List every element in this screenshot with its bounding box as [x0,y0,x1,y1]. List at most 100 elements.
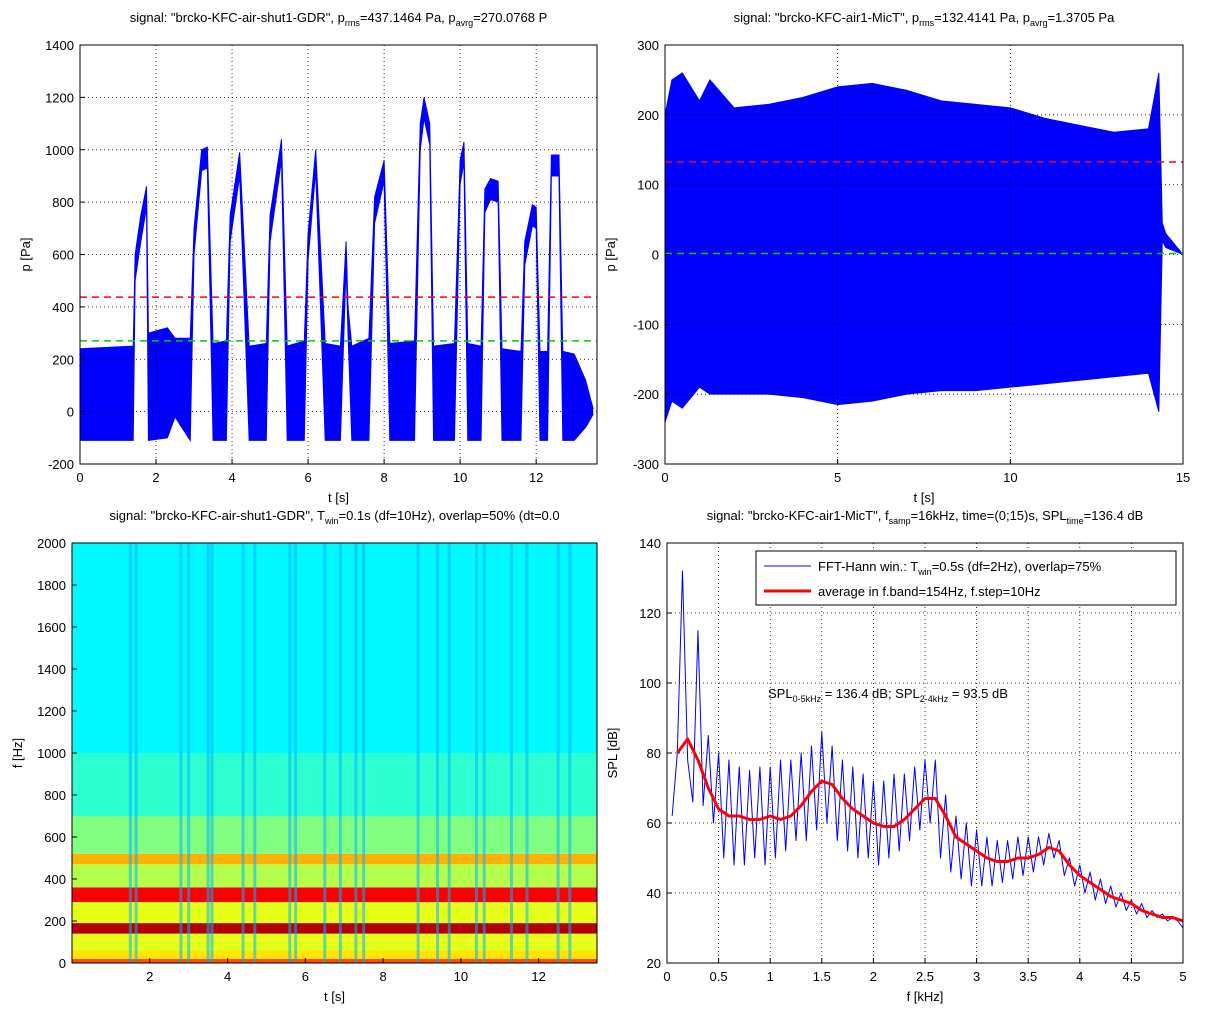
x-tick-label: 4 [224,969,231,984]
pulse-stripe [509,543,513,963]
spectrum-band [72,864,597,888]
text-part: signal: "brcko-KFC-air-shut1-GDR", p [130,10,345,25]
x-tick-label: 0 [663,969,670,984]
x-tick-label: 8 [379,969,386,984]
y-tick-label: 1600 [37,620,66,635]
pulse-stripe [436,543,440,963]
y-tick-label: 1800 [37,578,66,593]
text-part: 0-5kHz [793,694,822,704]
x-tick-label: 5 [1179,969,1186,984]
pulse-stripe [525,543,529,963]
y-tick-label: -100 [633,317,659,332]
pulse-stripe [556,543,560,963]
text-part: =437.1464 Pa, p [360,10,456,25]
text-part: signal: "brcko-KFC-air-shut1-GDR", T [109,508,325,523]
annotation: SPL0-5kHz = 136.4 dB; SPL2-4kHz = 93.5 d… [768,686,1008,704]
pulse-stripe [294,543,298,963]
signal-envelope [80,97,594,410]
x-tick-label: 8 [381,470,388,485]
y-tick-label: 60 [647,816,661,831]
pulse-stripe [288,543,292,963]
y-tick-label: 1200 [37,704,66,719]
x-tick-label: 10 [453,470,467,485]
chart-title: signal: "brcko-KFC-air1-MicT", prms=132.… [734,10,1115,28]
y-tick-label: 200 [52,352,74,367]
text-part: =0.1s (df=10Hz), overlap=50% (dt=0.0 [338,508,559,523]
y-tick-label: 1400 [37,662,66,677]
pulse-stripe [134,543,138,963]
text-part: = 93.5 dB [948,686,1008,701]
x-tick-label: 2 [870,969,877,984]
y-tick-label: 100 [639,676,661,691]
x-tick-label: 3 [973,969,980,984]
y-tick-label: 80 [647,746,661,761]
text-part: = 136.4 dB; SPL [821,686,920,701]
text-part: samp [889,516,911,526]
x-axis-label: t [s] [914,490,935,505]
legend-box [755,550,1177,606]
text-part: time [1067,516,1084,526]
y-tick-label: 1200 [45,90,74,105]
pulse-stripe [338,543,342,963]
pulse-stripe [210,543,214,963]
y-tick-label: -300 [633,457,659,472]
x-tick-label: 10 [1003,470,1017,485]
pulse-stripe [128,543,132,963]
x-tick-label: 0.5 [710,969,728,984]
pulse-stripe [568,543,572,963]
pulse-stripe [206,543,210,963]
x-tick-label: 12 [529,470,543,485]
chart-title: signal: "brcko-KFC-air-shut1-GDR", prms=… [130,10,548,28]
x-tick-label: 0 [76,470,83,485]
plot-area [665,45,1183,464]
spectrum-band [72,853,597,865]
y-tick-label: 200 [637,108,659,123]
spectrum-band [72,816,597,854]
x-tick-label: 6 [304,470,311,485]
text-part: win [917,567,932,577]
y-tick-label: 20 [647,956,661,971]
y-axis-label: f [Hz] [10,738,25,768]
pulse-stripe [187,543,191,963]
x-tick-label: 15 [1176,470,1190,485]
y-tick-label: 600 [52,248,74,263]
spectrum-band [72,958,597,963]
pulse-stripe [253,543,257,963]
x-tick-label: 4 [228,470,235,485]
y-tick-label: 0 [67,405,74,420]
text-part: =136.4 dB [1084,508,1144,523]
pulse-stripe [416,543,420,963]
y-tick-label: 1400 [45,38,74,53]
x-tick-label: 4.5 [1122,969,1140,984]
pulse-stripe [447,543,451,963]
x-axis-label: t [s] [324,989,345,1004]
y-tick-label: 0 [59,956,66,971]
plot-area [72,543,597,963]
text-part: SPL [768,686,793,701]
legend-entry: FFT-Hann win.: Twin=0.5s (df=2Hz), overl… [818,559,1102,577]
x-tick-label: 4 [1076,969,1083,984]
y-tick-label: 600 [44,830,66,845]
x-tick-label: 6 [302,969,309,984]
text-part: avrg [1030,18,1048,28]
x-tick-label: 5 [834,470,841,485]
y-axis-label: p [Pa] [603,238,618,272]
spectrum-band [72,950,597,959]
text-part: win [324,516,339,526]
x-axis-label: f [kHz] [907,989,944,1004]
pulse-stripe [362,543,366,963]
text-part: =0.5s (df=2Hz), overlap=75% [932,559,1102,574]
x-tick-label: 12 [531,969,545,984]
y-tick-label: 2000 [37,536,66,551]
legend-entry: average in f.band=154Hz, f.step=10Hz [818,584,1041,599]
y-tick-label: 120 [639,606,661,621]
text-part: rms [919,18,934,28]
signal-envelope [80,118,594,443]
text-part: =270.0768 P [473,10,547,25]
y-tick-label: 800 [52,195,74,210]
chart-title: signal: "brcko-KFC-air-shut1-GDR", Twin=… [109,508,559,526]
y-tick-label: 1000 [45,143,74,158]
plot-area [80,45,597,464]
